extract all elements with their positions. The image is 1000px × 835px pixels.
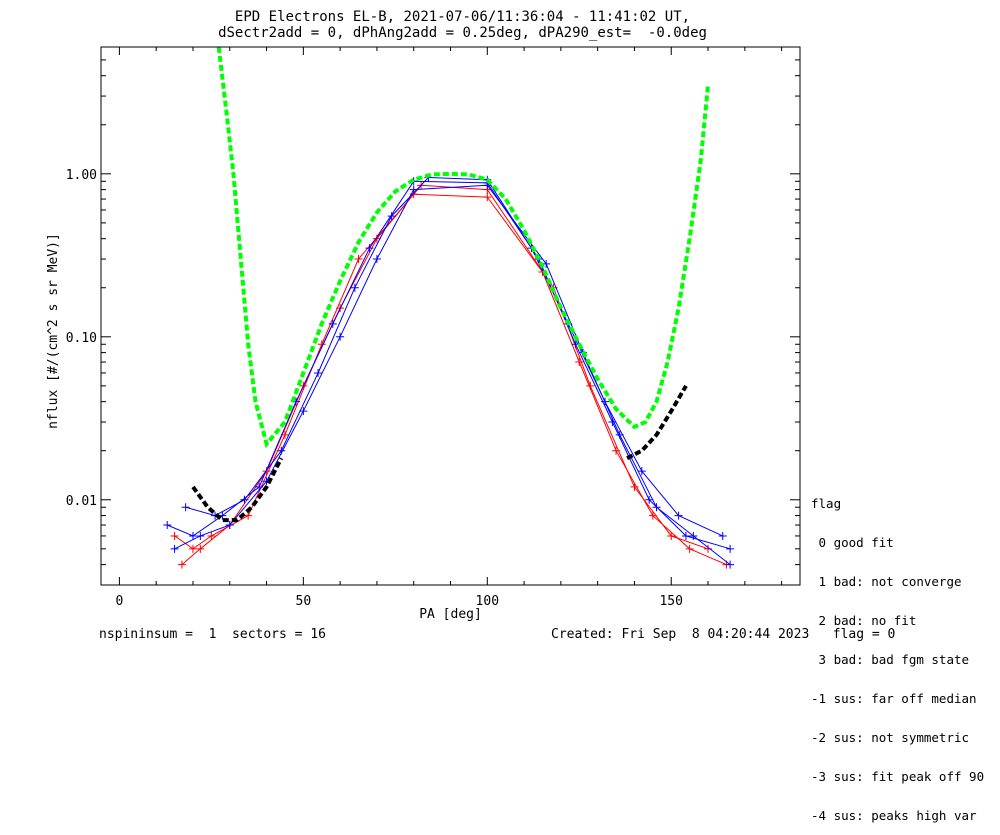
data-layer — [163, 47, 735, 569]
fit-curve-green — [216, 47, 710, 449]
data-point-marker — [704, 544, 713, 553]
data-point-marker — [181, 503, 190, 512]
data-point-marker — [240, 495, 249, 504]
data-point-marker — [483, 193, 492, 202]
data-point-marker — [726, 560, 735, 569]
legend-item: 0 good fit — [811, 535, 894, 550]
data-point-marker — [674, 511, 683, 520]
data-point-marker — [163, 521, 172, 530]
x-tick-label: 150 — [659, 594, 682, 609]
data-point-marker — [196, 544, 205, 553]
legend-item: 2 bad: no fit — [811, 613, 917, 628]
y-tick-label: 0.01 — [66, 494, 97, 509]
data-point-marker — [685, 544, 694, 553]
data-point-marker — [365, 244, 374, 253]
chart-title-line1: EPD Electrons EL-B, 2021-07-06/11:36:04 … — [234, 9, 691, 25]
flag-legend: flag 0 good fit 1 bad: not converge 2 ba… — [811, 471, 984, 835]
data-point-marker — [681, 531, 690, 540]
data-point-marker — [336, 332, 345, 341]
y-tick-label: 1.00 — [66, 168, 97, 183]
data-point-marker — [483, 181, 492, 190]
chart-title-line2: dSectr2add = 0, dPhAng2add = 0.25deg, dP… — [218, 25, 707, 41]
data-point-marker — [350, 283, 359, 292]
data-point-marker — [188, 531, 197, 540]
legend-item: -2 sus: not symmetric — [811, 730, 970, 745]
data-point-marker — [409, 185, 418, 194]
data-point-marker — [689, 531, 698, 540]
axis-layer: 0 50 100 150 0.01 0.10 1.00 PA [deg] nflux [#/(c… — [46, 46, 800, 622]
legend-item: -1 sus: far off median — [811, 691, 977, 706]
fit-curve-black — [626, 384, 688, 460]
data-series-red — [181, 184, 709, 565]
x-tick-label: 100 — [476, 594, 499, 609]
y-tick-label: 0.10 — [66, 331, 97, 346]
data-point-marker — [177, 560, 186, 569]
data-point-marker — [542, 259, 551, 268]
footer-left: nspininsum = 1 sectors = 16 — [99, 627, 326, 642]
x-axis-label: PA [deg] — [419, 607, 482, 622]
data-point-marker — [718, 531, 727, 540]
data-point-marker — [575, 358, 584, 367]
data-point-marker — [726, 544, 735, 553]
data-point-marker — [372, 255, 381, 264]
data-point-marker — [586, 381, 595, 390]
data-series-red — [174, 193, 727, 566]
data-point-marker — [328, 319, 337, 328]
data-point-marker — [225, 521, 234, 530]
legend-item: 3 bad: bad fgm state — [811, 652, 970, 667]
data-point-marker — [645, 495, 654, 504]
data-point-marker — [667, 531, 676, 540]
y-axis-label: nflux [#/(cm^2 s sr MeV)] — [46, 233, 61, 429]
fit-curve-black — [191, 457, 284, 523]
data-point-marker — [188, 544, 197, 553]
legend-title: flag — [811, 496, 842, 511]
data-point-marker — [196, 531, 205, 540]
legend-item: 1 bad: not converge — [811, 574, 962, 589]
data-point-marker — [615, 430, 624, 439]
data-point-marker — [299, 407, 308, 416]
footer-right: Created: Fri Sep 8 04:20:44 2023 flag = … — [551, 627, 896, 642]
data-point-marker — [354, 255, 363, 264]
data-point-marker — [170, 544, 179, 553]
data-point-marker — [652, 503, 661, 512]
data-series-blue — [174, 184, 731, 565]
data-point-marker — [207, 531, 216, 540]
data-point-marker — [387, 212, 396, 221]
legend-item: -3 sus: fit peak off 90 — [811, 769, 985, 784]
x-tick-label: 50 — [296, 594, 312, 609]
data-point-marker — [170, 531, 179, 540]
data-point-marker — [630, 482, 639, 491]
data-point-marker — [637, 467, 646, 476]
data-point-marker — [314, 368, 323, 377]
plot-area: 0 50 100 150 0.01 0.10 1.00 PA [deg] nflux [#/(c… — [46, 46, 801, 622]
x-tick-label: 0 — [115, 594, 123, 609]
legend-item: -4 sus: peaks high var — [811, 808, 977, 823]
